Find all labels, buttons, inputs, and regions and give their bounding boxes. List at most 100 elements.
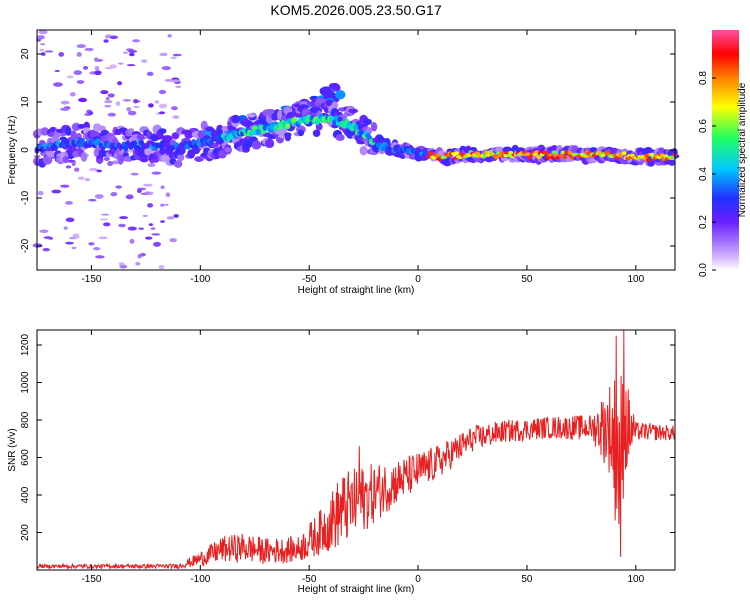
heatmap-cell (543, 150, 549, 155)
heatmap-cell (88, 111, 94, 116)
heatmap-cell (69, 92, 76, 97)
heatmap-cell (105, 97, 110, 100)
heatmap-cell (153, 241, 162, 247)
heatmap-cell (151, 171, 162, 175)
snr-y-label: SNR (v/v) (7, 428, 18, 471)
y-tick-label: 1200 (20, 333, 31, 356)
heatmap-cell (508, 150, 514, 155)
heatmap-cell (123, 145, 129, 153)
heatmap-cell (158, 89, 167, 95)
heatmap-cell (72, 233, 80, 237)
heatmap-cell (100, 213, 110, 216)
heatmap-cell (356, 140, 366, 145)
heatmap-cell (65, 217, 75, 223)
heatmap-cell (118, 262, 125, 266)
heatmap-cell (158, 103, 168, 109)
heatmap-cell (151, 233, 161, 236)
y-tick-label: 1000 (20, 371, 31, 394)
heatmap-cell (99, 218, 109, 221)
y-tick-label: -10 (20, 190, 31, 205)
heatmap-cell (558, 153, 564, 158)
heatmap-cell (221, 125, 229, 132)
heatmap-cell (76, 52, 82, 57)
heatmap-cell (38, 29, 48, 35)
heatmap-cell (127, 128, 135, 134)
heatmap-cell (137, 189, 142, 194)
heatmap-cell (494, 155, 500, 160)
heatmap-cell (145, 236, 153, 240)
heatmap-cell (39, 139, 46, 146)
heatmap-cell (126, 64, 136, 67)
heatmap-cell (197, 131, 206, 139)
heatmap-cell (94, 70, 102, 76)
heatmap-cell (284, 133, 291, 142)
heatmap-cell (264, 139, 275, 149)
heatmap-cell (65, 165, 72, 169)
heatmap-cell (167, 34, 172, 38)
heatmap-cell (170, 56, 177, 60)
heatmap-cell (320, 87, 333, 96)
heatmap-cell (63, 226, 68, 230)
heatmap-cell (597, 150, 603, 155)
heatmap-cell (51, 189, 62, 194)
heatmap-cell (54, 69, 60, 72)
heatmap-cell (334, 90, 346, 100)
heatmap-cell (370, 122, 378, 132)
heatmap-cell (119, 264, 128, 269)
x-tick-label: -50 (302, 574, 317, 585)
heatmap-cell (142, 183, 153, 187)
heatmap-cell (76, 80, 85, 84)
heatmap-cell (65, 126, 72, 136)
heatmap-cell (103, 39, 109, 43)
heatmap-cell (39, 229, 49, 234)
heatmap-cell (454, 151, 460, 156)
colorbar-tick-label: 0.2 (698, 215, 709, 229)
heatmap-cell (46, 149, 54, 158)
heatmap-cell (614, 156, 620, 160)
heatmap-cell (353, 124, 359, 131)
heatmap-cell (73, 70, 82, 76)
heatmap-cell (142, 214, 148, 218)
heatmap-cell (104, 66, 114, 70)
heatmap-cell (132, 39, 140, 43)
heatmap-cell (44, 50, 54, 53)
snr-x-label: Height of straight line (km) (298, 584, 415, 595)
heatmap-cell (147, 203, 154, 208)
heatmap-cell (71, 161, 76, 167)
heatmap-cell (122, 51, 129, 54)
snr-y-axis: 200 400 600 800 1000 1200 (20, 333, 675, 541)
heatmap-cell (129, 52, 135, 57)
heatmap-cell (127, 226, 137, 231)
heatmap-cell (115, 101, 121, 107)
heatmap-cell (158, 128, 167, 134)
heatmap-cell (164, 203, 169, 206)
colorbar-tick-label: 0.8 (698, 71, 709, 85)
heatmap-cell (39, 48, 45, 52)
heatmap-cell (431, 156, 437, 160)
heatmap-cell (589, 147, 598, 153)
snr-x-axis: -150 -100 -50 0 50 100 (81, 330, 645, 585)
heatmap-cell (104, 104, 112, 108)
heatmap-cell (645, 158, 651, 162)
heatmap-cell (348, 108, 359, 114)
heatmap-cell (98, 236, 108, 240)
y-tick-label: 200 (20, 524, 31, 541)
heatmap-cell (122, 152, 129, 158)
snr-background (37, 330, 675, 570)
heatmap-cell (158, 111, 166, 115)
heatmap-cell (83, 66, 89, 70)
y-tick-label: 10 (20, 96, 31, 108)
x-tick-label: -150 (81, 274, 101, 285)
heatmap-cell (161, 66, 171, 71)
heatmap-cell (171, 106, 178, 111)
heatmap-cell (77, 124, 86, 129)
heatmap-cell (567, 151, 573, 155)
heatmap-cell (246, 113, 256, 118)
y-tick-label: 800 (20, 411, 31, 428)
heatmap-cell (146, 71, 154, 76)
heatmap-cell (111, 160, 119, 165)
heatmap-cell (65, 241, 74, 245)
heatmap-cell (148, 223, 154, 226)
colorbar-tick-label: 0.4 (698, 167, 709, 181)
